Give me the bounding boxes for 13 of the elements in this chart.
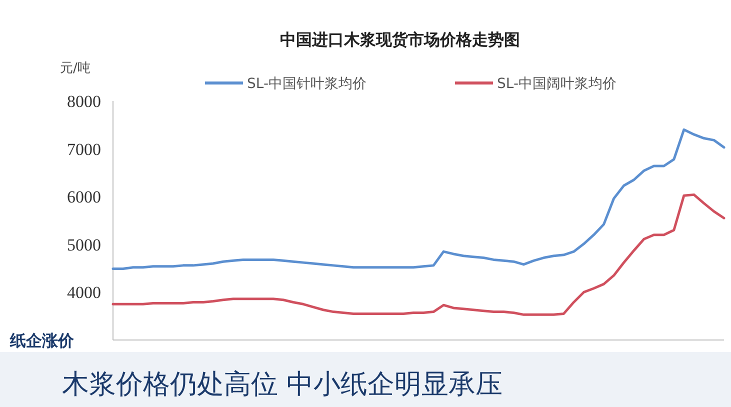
text: 木浆价格仍处高位 中小纸企明显承压 xyxy=(62,369,503,400)
y-tick-label: 7000 xyxy=(67,140,101,159)
y-tick-label: 4000 xyxy=(67,283,101,302)
line-series xyxy=(112,193,726,316)
y-tick-label: 6000 xyxy=(67,188,101,207)
chart-title: 中国进口木浆现货市场价格走势图 xyxy=(280,30,520,49)
y-tick-label: 5000 xyxy=(67,235,101,254)
y-tick-label: 8000 xyxy=(67,92,101,111)
line-series xyxy=(112,128,726,270)
legend-label: SL-中国阔叶浆均价 xyxy=(497,76,616,92)
legend-label: SL-中国针叶浆均价 xyxy=(247,76,366,92)
y-axis-title: 元/吨 xyxy=(60,61,90,76)
text: 纸企涨价 xyxy=(9,331,75,350)
